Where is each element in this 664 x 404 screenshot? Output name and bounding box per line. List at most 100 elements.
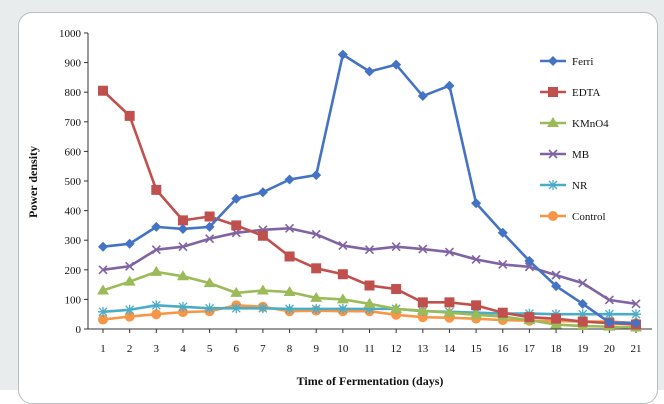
data-point-kmno4 [363,297,376,308]
x-tick-label: 7 [260,343,266,355]
data-point-edta [311,263,322,274]
data-point-edta [577,316,588,327]
data-point-mb [418,244,428,254]
y-tick-label: 900 [65,58,82,70]
legend-marker-nr [548,180,558,190]
data-point-ferri [177,223,188,234]
data-point-mb [311,229,321,239]
data-point-kmno4 [123,275,136,286]
y-tick-label: 0 [76,324,82,336]
x-tick-label: 21 [631,343,642,355]
data-point-edta [497,307,508,318]
y-tick-label: 700 [65,117,82,129]
x-tick-label: 19 [577,343,589,355]
x-tick-label: 9 [313,343,319,355]
data-point-nr [204,303,215,314]
legend-item-mb: MB [540,149,589,161]
data-point-ferri [151,221,162,232]
data-point-nr [231,303,242,314]
data-point-kmno4 [416,304,429,315]
legend-item-ferri: Ferri [540,56,593,68]
data-point-edta [524,312,535,323]
legend: Ferri EDTA KMnO4 MB NR Control [540,56,609,223]
data-point-ferri [631,318,641,329]
data-point-ferri [311,170,322,181]
data-point-mb [604,295,614,305]
data-point-ferri [257,187,268,198]
data-point-mb [471,254,481,265]
data-point-kmno4 [256,284,269,295]
data-point-nr [257,303,268,314]
data-point-control [98,314,108,325]
y-tick-label: 400 [65,206,82,218]
data-point-kmno4 [443,306,456,317]
data-point-mb [498,259,508,270]
legend-label-kmno4: KMnO4 [572,118,609,130]
data-point-control [151,309,162,320]
legend-label-ferri: Ferri [572,56,593,68]
legend-marker-control [548,211,558,221]
series-edta [98,85,641,330]
data-point-mb [178,242,188,252]
x-tick-label: 17 [524,343,536,355]
data-point-kmno4 [336,293,349,304]
data-point-edta [284,251,295,262]
legend-label-mb: MB [572,149,589,161]
data-point-edta [471,300,482,311]
x-tick-label: 1 [100,343,106,355]
data-point-kmno4 [470,308,483,319]
data-point-ferri [284,174,295,185]
data-point-mb [364,245,375,255]
x-tick-label: 12 [391,343,402,355]
data-point-kmno4 [203,277,216,288]
data-point-nr [98,306,108,317]
data-point-ferri [444,80,455,91]
legend-marker-ferri [548,56,558,66]
series-mb [98,223,641,309]
data-point-nr [151,300,162,311]
data-point-ferri [577,298,588,309]
legend-label-nr: NR [572,180,588,192]
legend-item-kmno4: KMnO4 [540,117,609,130]
data-point-mb [391,242,401,252]
data-point-control [417,312,428,323]
legend-label-control: Control [572,211,606,223]
data-point-mb [631,299,641,309]
data-point-ferri [124,238,135,249]
x-tick-label: 14 [444,343,456,355]
data-point-nr [124,304,135,315]
data-point-ferri [231,193,242,204]
x-tick-label: 8 [287,343,293,355]
data-point-ferri [98,241,108,252]
data-point-kmno4 [230,286,243,297]
data-point-edta [364,280,375,291]
data-point-mb [578,278,588,288]
data-point-edta [337,269,348,280]
x-tick-label: 6 [234,343,240,355]
data-point-edta [257,230,268,241]
x-tick-label: 20 [604,343,616,355]
data-point-nr [604,309,615,320]
data-point-ferri [364,66,375,77]
data-point-mb [551,270,561,280]
data-point-nr [311,303,322,314]
x-tick-label: 10 [337,343,349,355]
data-point-mb [338,240,348,251]
data-point-kmno4 [390,302,403,313]
x-tick-label: 15 [471,343,483,355]
legend-marker-kmno4 [547,117,559,127]
data-point-edta [151,184,162,195]
data-point-nr [337,303,348,314]
data-point-control [124,311,135,322]
series-ferri [98,49,641,329]
data-point-nr [364,303,375,314]
data-point-ferri [337,49,348,60]
data-point-edta [204,211,215,222]
x-tick-label: 11 [364,343,375,355]
data-point-edta [551,313,562,324]
x-tick-label: 4 [180,343,186,355]
data-point-ferri [471,198,482,209]
data-point-edta [98,85,108,96]
